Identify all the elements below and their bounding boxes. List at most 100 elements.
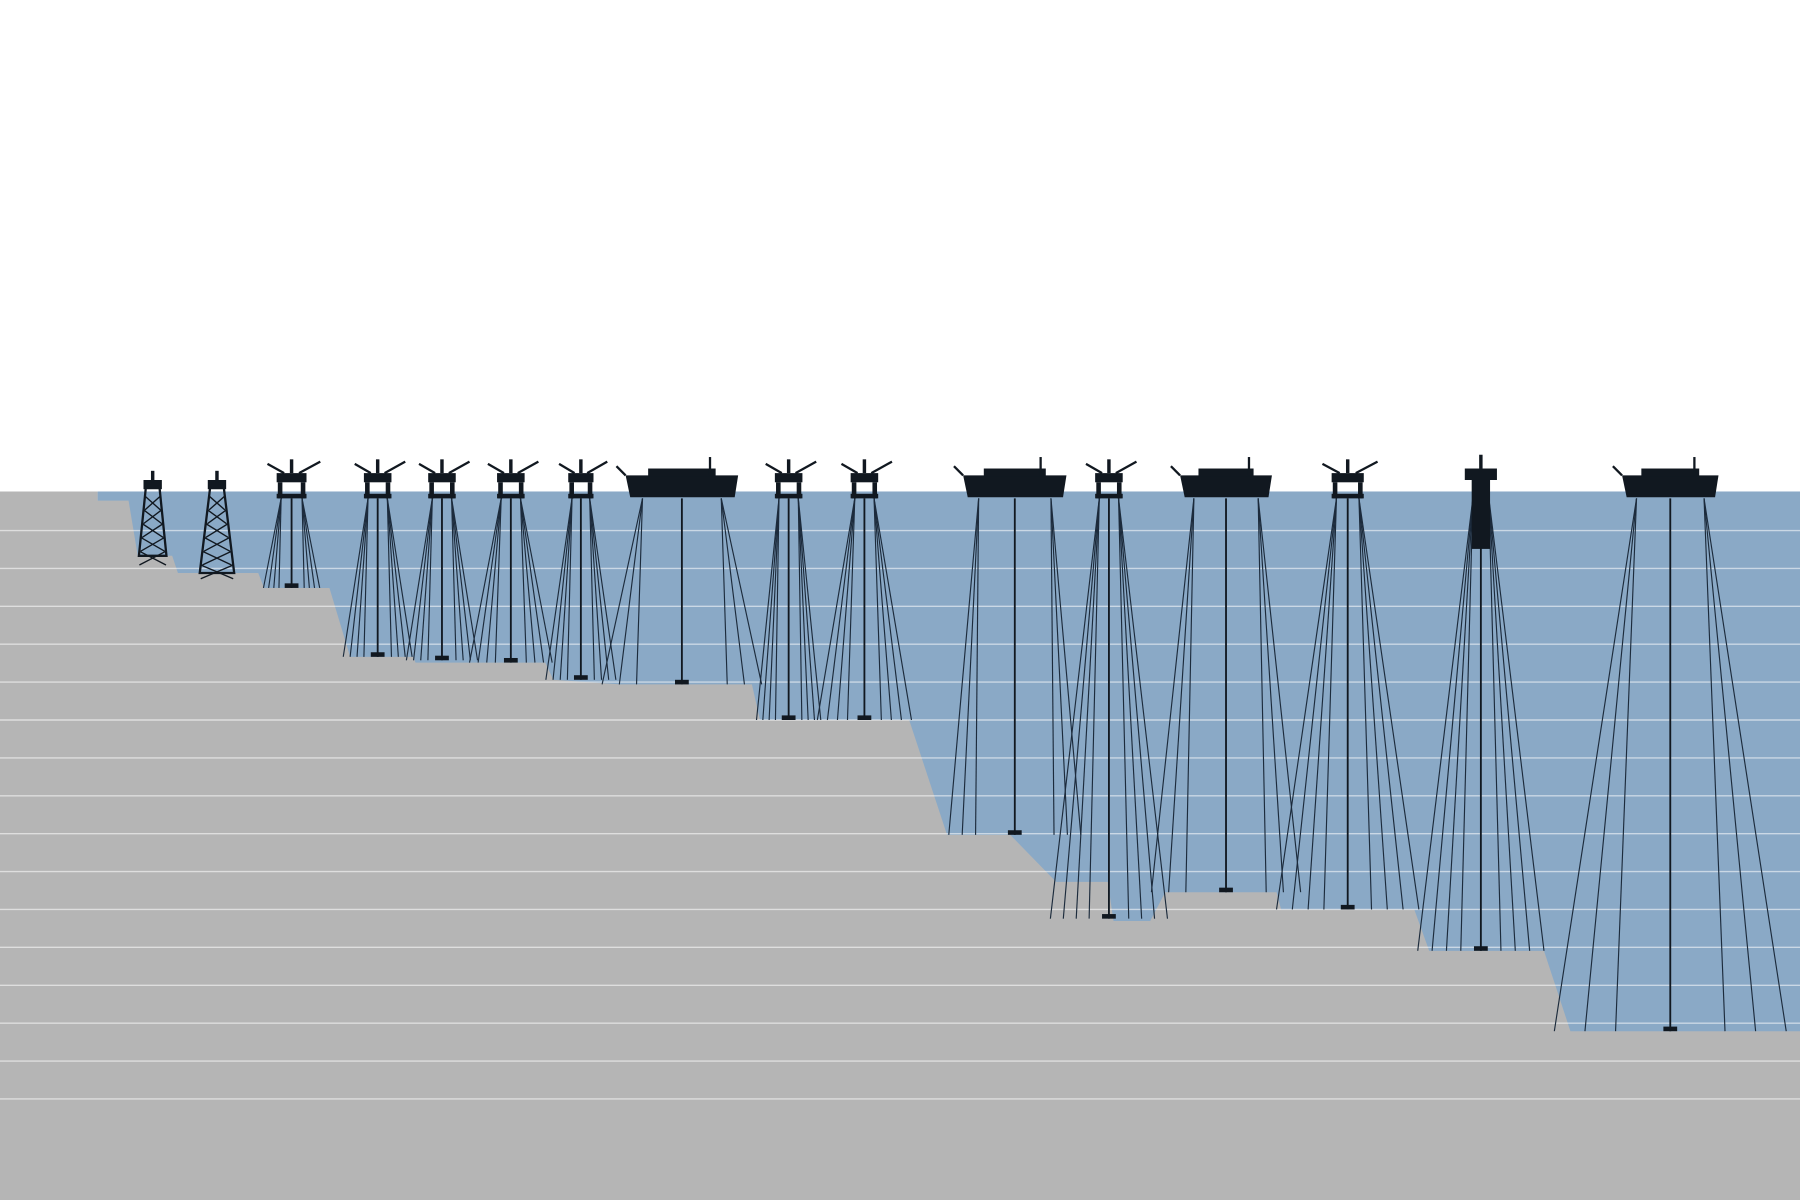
mooring-line [420, 498, 433, 661]
mooring-line [1257, 498, 1302, 893]
tlp-pontoon [276, 493, 307, 499]
mooring-line [873, 498, 882, 721]
ship-topside [1641, 468, 1700, 477]
wellhead [1219, 887, 1233, 893]
mooring-line [486, 498, 502, 663]
spar-hull [1471, 480, 1491, 549]
mooring-line [519, 498, 527, 663]
mooring-line [826, 498, 856, 721]
tlp-deck [276, 473, 307, 483]
ship-hull [625, 475, 739, 498]
jacket-deck [207, 480, 227, 490]
mooring-line [720, 498, 728, 685]
mooring-line [1117, 498, 1130, 919]
mooring-line [948, 498, 980, 835]
platform [755, 459, 822, 721]
mooring-line [1050, 498, 1055, 835]
tlp-column [851, 482, 857, 499]
structures [137, 454, 1787, 1032]
mooring-line [1291, 498, 1338, 910]
mooring-line [494, 498, 502, 663]
tlp-deck [363, 473, 392, 483]
mooring-line [1275, 498, 1338, 910]
crane-boom [487, 462, 505, 475]
platform [405, 459, 479, 661]
crane-boom [266, 462, 285, 475]
crane-boom [794, 460, 817, 475]
tlp-column [872, 482, 878, 499]
mooring-line [1075, 498, 1100, 919]
crane-boom [298, 460, 321, 475]
mooring-line [797, 498, 803, 721]
mooring-line [405, 498, 433, 661]
jacket-brace [139, 550, 167, 566]
jacket-brace [143, 509, 163, 525]
mooring-line [1323, 498, 1338, 910]
mooring-line [1118, 498, 1169, 919]
mooring-line [961, 498, 980, 835]
ship-hull [1180, 475, 1272, 498]
mooring-line [1488, 498, 1545, 951]
mooring-line [262, 498, 282, 589]
wellhead [284, 583, 299, 588]
mooring-line [975, 498, 980, 835]
platform [342, 459, 413, 657]
platform [601, 457, 763, 685]
mooring-line [589, 498, 603, 680]
mooring-line [601, 498, 644, 685]
wellhead [675, 679, 689, 685]
platform [1417, 454, 1545, 951]
platform [545, 459, 617, 680]
tlp-deck [1331, 473, 1364, 483]
ship-hull [1622, 475, 1719, 498]
ship-hull [963, 475, 1067, 498]
platform [816, 459, 913, 721]
wellhead [1473, 946, 1488, 951]
mooring-line [386, 498, 406, 657]
mooring-line [301, 498, 310, 588]
platform [1275, 459, 1420, 910]
mooring-line [1358, 498, 1404, 910]
mooring-line [356, 498, 369, 657]
mooring-line [363, 498, 369, 657]
mooring-line [1150, 498, 1195, 893]
platform [1150, 457, 1302, 893]
mooring-line [1050, 498, 1068, 835]
mooring-line [342, 498, 369, 657]
crane-boom [558, 462, 576, 475]
flare-boom [615, 465, 627, 477]
tlp-column [1332, 482, 1338, 499]
mooring-line [451, 498, 464, 661]
mooring-line [519, 498, 536, 663]
mooring-line [278, 498, 282, 588]
mooring-line [1488, 498, 1516, 951]
platform [1553, 457, 1787, 1032]
tlp-deck [568, 473, 594, 483]
crane-boom [1085, 462, 1103, 475]
tlp-column [385, 482, 391, 499]
mooring-line [873, 498, 903, 721]
wellhead [1340, 904, 1355, 910]
mooring-line [873, 498, 892, 721]
mooring-line [1417, 498, 1474, 951]
mooring-line [1257, 498, 1267, 893]
depth-lines [0, 529, 1800, 1100]
mooring-line [566, 498, 573, 680]
mooring-line [1062, 498, 1100, 919]
mooring-line [1117, 498, 1156, 919]
mooring-line [1488, 498, 1502, 951]
mooring-line [618, 498, 644, 685]
mooring-line [451, 498, 471, 661]
mooring-line [1049, 498, 1100, 919]
tlp-pontoon [1095, 493, 1123, 499]
mooring-line [1431, 498, 1474, 951]
mooring-line [1307, 498, 1338, 910]
wellhead [857, 715, 872, 720]
mooring-line [762, 498, 780, 721]
tlp-column [587, 482, 593, 499]
wellhead [1663, 1026, 1678, 1032]
wellhead [503, 657, 518, 663]
mooring-line [1703, 498, 1726, 1032]
tlp-column [518, 482, 524, 499]
